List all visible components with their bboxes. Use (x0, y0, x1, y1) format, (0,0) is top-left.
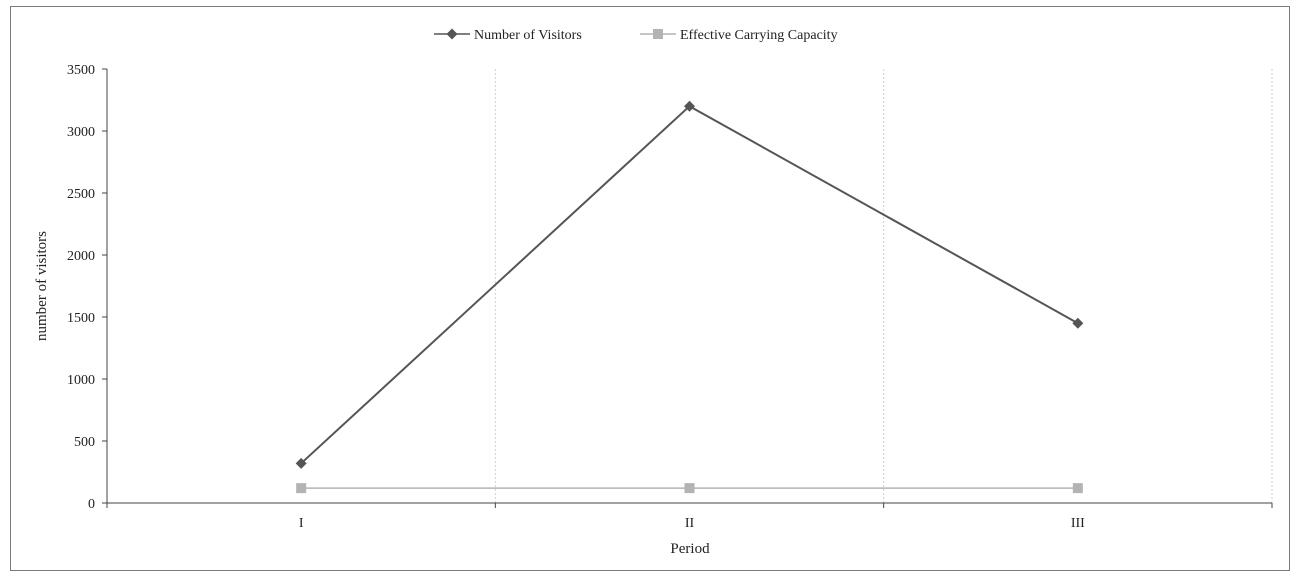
y-tick-label: 1000 (67, 373, 95, 388)
y-tick-label: 2000 (67, 249, 95, 264)
y-tick-label: 1500 (67, 311, 95, 326)
data-point (684, 100, 695, 112)
series-group (295, 100, 1084, 494)
x-tick-label: III (1071, 516, 1085, 531)
data-point (296, 483, 307, 494)
y-axis-ticks: 0 500 1000 1500 2000 2500 3000 3500 (67, 63, 107, 512)
x-tick-label: II (685, 516, 695, 531)
y-tick-label: 3500 (67, 63, 95, 78)
legend-label: Effective Carrying Capacity (680, 28, 838, 43)
y-tick-label: 3000 (67, 125, 95, 140)
data-point (1072, 483, 1083, 494)
legend: Number of Visitors Effective Carrying Cap… (434, 28, 838, 43)
data-point (684, 483, 695, 494)
legend-marker (446, 28, 458, 40)
y-axis-label: number of visitors (34, 231, 50, 341)
axes (106, 69, 1272, 504)
series-line (300, 104, 1079, 465)
y-tick-label: 0 (88, 497, 95, 512)
series-effective-carrying-capacity (296, 483, 1083, 494)
legend-item: Effective Carrying Capacity (640, 28, 838, 43)
grid-lines (494, 69, 1273, 503)
x-axis-ticks: I II III (106, 503, 1273, 531)
chart-frame (10, 6, 1290, 571)
legend-marker (653, 29, 663, 39)
data-point (1072, 317, 1084, 329)
y-tick-label: 2500 (67, 187, 95, 202)
legend-item: Number of Visitors (434, 28, 582, 43)
legend-label: Number of Visitors (474, 28, 582, 43)
data-point (295, 457, 307, 469)
series-number-of-visitors (295, 100, 1084, 469)
x-tick-label: I (299, 516, 304, 531)
x-axis-label: Period (670, 541, 710, 557)
y-tick-label: 500 (74, 435, 95, 450)
